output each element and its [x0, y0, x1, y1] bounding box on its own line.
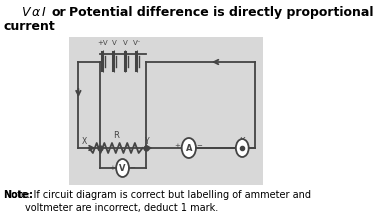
Text: +: +	[109, 165, 115, 171]
Text: Note: If circuit diagram is correct but labelling of ammeter and: Note: If circuit diagram is correct but …	[4, 190, 310, 200]
Text: Note:: Note:	[4, 190, 34, 200]
Text: voltmeter are incorrect, deduct 1 mark.: voltmeter are incorrect, deduct 1 mark.	[25, 203, 218, 213]
Text: V: V	[119, 164, 126, 173]
Text: V: V	[112, 40, 116, 46]
Circle shape	[236, 139, 249, 157]
Text: +V: +V	[97, 40, 108, 46]
Text: $\it{V\,\alpha\,I}$: $\it{V\,\alpha\,I}$	[21, 6, 48, 19]
Bar	[69, 37, 263, 185]
Text: +: +	[174, 143, 180, 149]
Text: −: −	[130, 165, 135, 171]
Text: V: V	[123, 40, 128, 46]
Text: X: X	[82, 137, 87, 146]
Text: V⁻: V⁻	[132, 40, 141, 46]
Text: A: A	[186, 144, 192, 153]
Text: Y: Y	[145, 137, 149, 146]
Circle shape	[116, 159, 129, 177]
Text: R: R	[113, 131, 119, 140]
Circle shape	[182, 138, 196, 158]
Text: −: −	[196, 143, 202, 149]
Text: current: current	[4, 20, 55, 33]
Text: Potential difference is directly proportional to: Potential difference is directly proport…	[69, 6, 375, 19]
Text: or: or	[51, 6, 66, 19]
Text: K: K	[240, 137, 245, 146]
